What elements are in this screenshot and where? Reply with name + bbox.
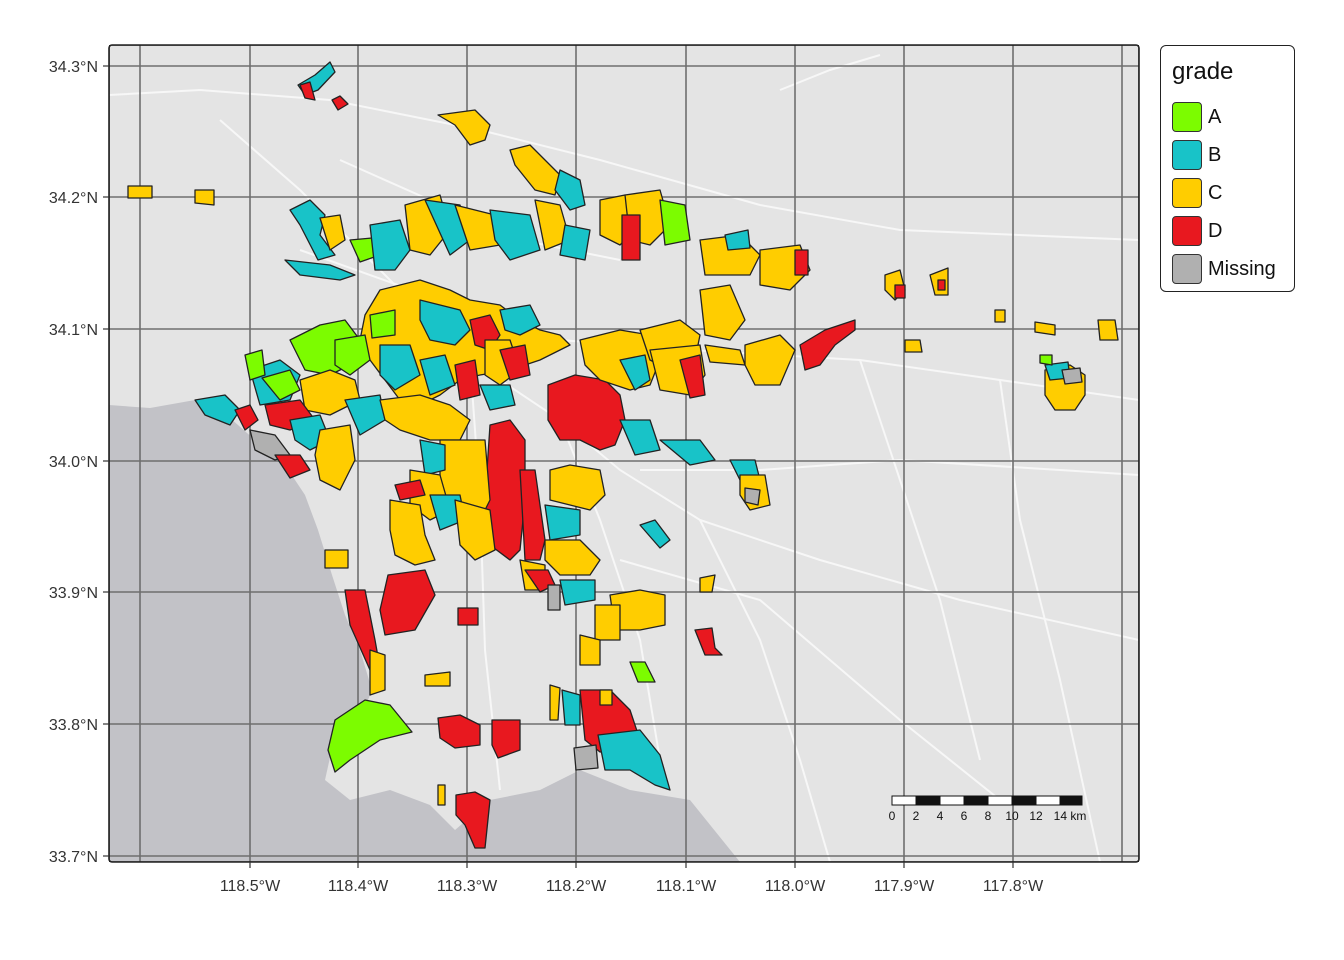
legend-label: A [1208, 105, 1222, 128]
scale-label: 4 [937, 809, 944, 823]
legend-label: B [1208, 143, 1222, 166]
legend-item-c: C [1172, 177, 1222, 209]
scale-label: 0 [889, 809, 896, 823]
lon-label: 118.4°W [328, 878, 389, 895]
scale-bar: 0 2 4 6 8 10 12 14 km [889, 795, 1087, 823]
axis-ticks [103, 65, 1014, 868]
lat-label: 33.8°N [49, 717, 98, 734]
scale-label: 10 [1005, 809, 1019, 823]
legend-swatch [1172, 140, 1202, 170]
legend-title: grade [1172, 58, 1234, 85]
scale-label: 12 [1029, 809, 1043, 823]
scale-label: 14 km [1054, 809, 1087, 823]
legend-label: D [1208, 219, 1223, 242]
lat-label: 33.7°N [49, 849, 98, 866]
scale-label: 2 [913, 809, 920, 823]
latitude-labels: 34.3°N 34.2°N 34.1°N 34.0°N 33.9°N 33.8°… [49, 59, 98, 866]
holc-polygons [127, 61, 1119, 849]
legend-label: C [1208, 181, 1223, 204]
legend-item-b: B [1172, 139, 1221, 171]
scale-label: 6 [961, 809, 968, 823]
lon-label: 118.3°W [437, 878, 498, 895]
lat-label: 34.1°N [49, 322, 98, 339]
legend-label: Missing [1208, 257, 1276, 280]
lon-label: 118.0°W [765, 878, 826, 895]
legend-swatch [1172, 254, 1202, 284]
lat-label: 34.2°N [49, 190, 98, 207]
ocean [109, 400, 740, 862]
lon-label: 118.2°W [546, 878, 607, 895]
longitude-labels: 118.5°W 118.4°W 118.3°W 118.2°W 118.1°W … [220, 878, 1044, 895]
legend-swatch [1172, 102, 1202, 132]
legend-swatch [1172, 216, 1202, 246]
scale-label: 8 [985, 809, 992, 823]
legend-item-d: D [1172, 215, 1222, 247]
legend-item-a: A [1172, 101, 1221, 133]
legend-swatch [1172, 178, 1202, 208]
lon-label: 117.8°W [983, 878, 1044, 895]
lat-label: 34.0°N [49, 454, 98, 471]
legend-item-missing: Missing [1172, 253, 1276, 285]
lon-label: 118.1°W [656, 878, 717, 895]
lon-label: 117.9°W [874, 878, 935, 895]
lat-label: 34.3°N [49, 59, 98, 76]
lat-label: 33.9°N [49, 585, 98, 602]
lon-label: 118.5°W [220, 878, 281, 895]
legend: grade A B C D Missing [1160, 45, 1295, 292]
